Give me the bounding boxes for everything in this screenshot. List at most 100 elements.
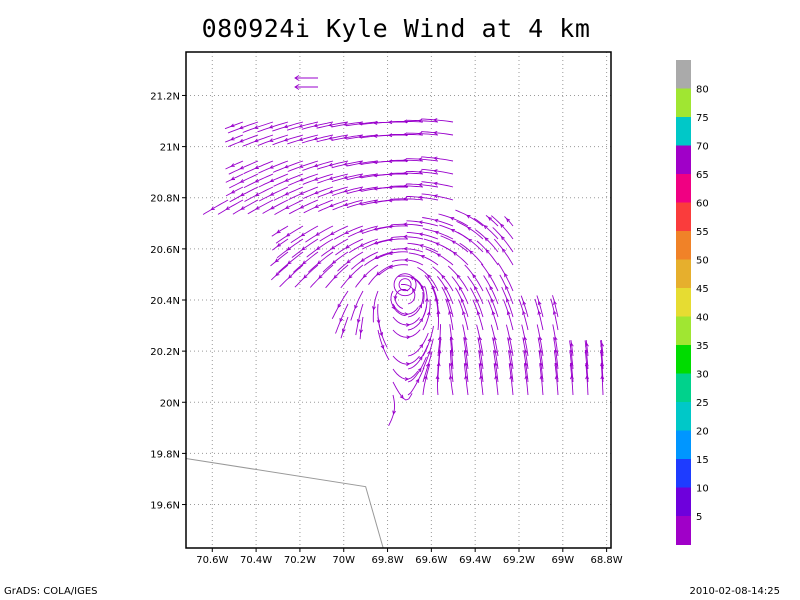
streamline bbox=[440, 235, 469, 253]
streamline-arrowhead bbox=[288, 274, 293, 279]
streamline bbox=[534, 298, 544, 331]
streamline bbox=[306, 238, 334, 258]
streamline bbox=[390, 172, 424, 175]
streamline-arrowhead bbox=[406, 323, 411, 327]
streamline bbox=[229, 186, 259, 203]
colorbar-swatch bbox=[676, 145, 691, 175]
streamline bbox=[550, 298, 559, 331]
colorbar-label: 30 bbox=[696, 370, 709, 381]
streamline-arrowhead bbox=[269, 178, 274, 183]
streamline-arrowhead bbox=[458, 286, 463, 291]
streamline bbox=[368, 264, 394, 285]
streamline bbox=[376, 225, 409, 230]
streamline-arrowhead bbox=[404, 312, 409, 317]
streamline-arrowhead bbox=[405, 362, 411, 367]
streamline-arrowhead bbox=[433, 194, 438, 199]
streamline-arrowhead bbox=[406, 335, 411, 340]
streamline-arrowhead bbox=[451, 240, 456, 245]
streamline-arrowhead bbox=[299, 177, 304, 182]
streamline bbox=[422, 228, 454, 240]
streamline bbox=[421, 118, 454, 123]
streamline bbox=[316, 160, 349, 170]
streamline-arrowhead bbox=[239, 165, 244, 170]
streamline bbox=[376, 238, 409, 244]
streamline bbox=[438, 213, 469, 227]
streamline-arrowhead bbox=[210, 206, 215, 211]
streamline bbox=[477, 337, 484, 370]
streamline-arrowhead bbox=[415, 378, 420, 383]
streamline bbox=[391, 248, 424, 253]
streamline-arrowhead bbox=[372, 120, 378, 125]
streamline bbox=[287, 173, 319, 186]
streamline bbox=[359, 316, 364, 340]
streamline bbox=[425, 248, 454, 266]
streamline-arrowhead bbox=[433, 169, 438, 173]
streamline bbox=[376, 173, 408, 177]
colorbar-label: 55 bbox=[696, 227, 709, 238]
streamline bbox=[407, 367, 425, 396]
streamline-arrowhead bbox=[539, 374, 544, 380]
streamline-arrowhead bbox=[426, 274, 432, 279]
colorbar-swatch bbox=[676, 117, 691, 146]
x-tick-label: 69.6W bbox=[415, 555, 447, 566]
streamline bbox=[273, 186, 304, 201]
streamline bbox=[325, 264, 349, 289]
streamline bbox=[491, 215, 514, 240]
streamline-arrowhead bbox=[346, 259, 351, 264]
streamline bbox=[487, 299, 499, 331]
x-tick-label: 69.2W bbox=[503, 555, 535, 566]
streamline-arrowhead bbox=[402, 184, 408, 189]
streamline-arrowhead bbox=[328, 162, 333, 167]
streamline-arrowhead bbox=[449, 216, 455, 221]
streamline bbox=[340, 264, 364, 289]
streamline bbox=[288, 199, 319, 215]
streamline-arrowhead bbox=[476, 310, 481, 316]
streamline bbox=[483, 275, 499, 305]
streamline bbox=[287, 134, 319, 145]
colorbar-swatch bbox=[676, 60, 691, 89]
streamline bbox=[270, 264, 289, 281]
streamline bbox=[411, 276, 425, 305]
streamline-arrowhead bbox=[356, 318, 361, 324]
streamline bbox=[390, 290, 406, 317]
streamline-arrowhead bbox=[348, 274, 353, 279]
streamline-arrowhead bbox=[316, 260, 322, 265]
streamline-arrowhead bbox=[286, 246, 291, 251]
streamline-arrowhead bbox=[448, 310, 452, 315]
colorbar-label: 75 bbox=[696, 113, 709, 124]
x-tick-label: 70W bbox=[332, 555, 355, 566]
streamline bbox=[225, 160, 244, 170]
streamline bbox=[436, 276, 454, 305]
streamline-arrowhead bbox=[359, 243, 364, 247]
streamline bbox=[392, 329, 421, 338]
streamline bbox=[232, 199, 259, 215]
streamline-arrowhead bbox=[402, 119, 408, 124]
streamline bbox=[435, 298, 439, 331]
streamline bbox=[228, 134, 259, 148]
streamline-arrowhead bbox=[553, 300, 557, 305]
x-tick-label: 69W bbox=[551, 555, 574, 566]
streamline-arrowhead bbox=[343, 175, 348, 180]
streamline bbox=[390, 133, 424, 136]
streamline bbox=[552, 295, 559, 318]
streamline bbox=[274, 199, 304, 215]
footer-credit: GrADS: COLA/IGES bbox=[4, 586, 98, 597]
streamline-arrowhead bbox=[240, 206, 245, 210]
streamline-arrowhead bbox=[313, 136, 318, 141]
streamline bbox=[501, 286, 514, 318]
colorbar-swatch bbox=[676, 487, 691, 517]
streamline-arrowhead bbox=[417, 131, 423, 136]
streamline bbox=[377, 329, 390, 361]
y-tick-label: 20N bbox=[160, 398, 180, 409]
streamline-arrowhead bbox=[387, 198, 393, 203]
streamline bbox=[273, 173, 304, 187]
colorbar-label: 50 bbox=[696, 256, 709, 267]
colorbar-swatch bbox=[676, 373, 691, 403]
streamline-arrowhead bbox=[493, 336, 497, 341]
streamline-arrowhead bbox=[419, 317, 424, 323]
streamline bbox=[422, 338, 434, 370]
streamline bbox=[347, 225, 379, 238]
streamline bbox=[243, 173, 274, 188]
streamline bbox=[392, 316, 420, 326]
streamline bbox=[552, 324, 559, 357]
